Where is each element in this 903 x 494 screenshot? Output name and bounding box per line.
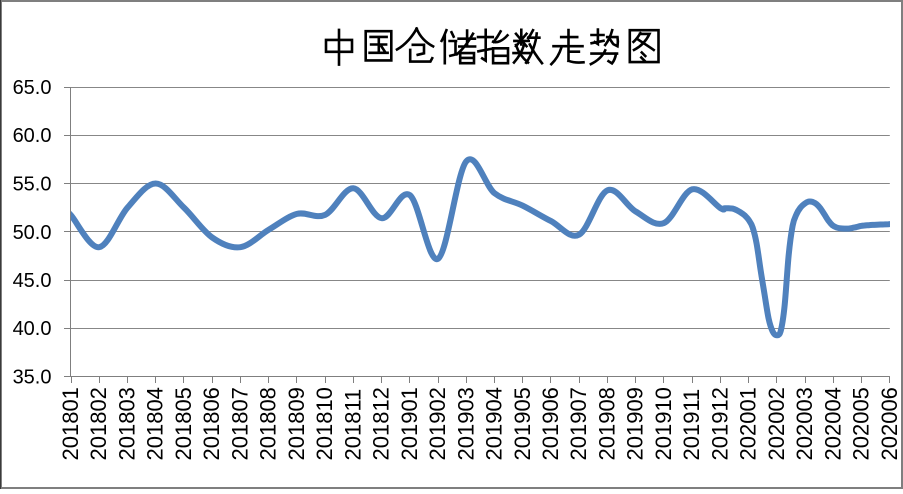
- svg-text:201804: 201804: [143, 387, 168, 460]
- svg-text:201908: 201908: [595, 387, 620, 460]
- svg-text:201906: 201906: [538, 387, 563, 460]
- svg-text:201807: 201807: [227, 387, 252, 460]
- svg-text:201905: 201905: [510, 387, 535, 460]
- svg-text:201911: 201911: [679, 389, 704, 461]
- svg-text:201806: 201806: [199, 387, 224, 460]
- svg-text:201803: 201803: [115, 387, 140, 460]
- svg-text:201809: 201809: [284, 387, 309, 460]
- svg-text:202004: 202004: [820, 387, 845, 460]
- svg-text:201904: 201904: [482, 387, 507, 460]
- svg-text:202006: 202006: [877, 387, 902, 460]
- svg-text:201810: 201810: [312, 387, 337, 460]
- svg-text:45.0: 45.0: [13, 270, 52, 292]
- svg-text:201903: 201903: [453, 387, 478, 460]
- svg-text:201811: 201811: [340, 389, 365, 461]
- svg-text:65.0: 65.0: [13, 77, 52, 99]
- svg-text:55.0: 55.0: [13, 174, 52, 196]
- svg-text:201812: 201812: [369, 387, 394, 460]
- svg-text:60.0: 60.0: [13, 125, 52, 147]
- svg-text:201808: 201808: [256, 387, 281, 460]
- svg-text:202005: 202005: [849, 387, 874, 460]
- svg-text:202003: 202003: [792, 387, 817, 460]
- svg-text:201907: 201907: [566, 387, 591, 460]
- svg-text:201901: 201901: [397, 387, 422, 460]
- svg-text:202002: 202002: [764, 387, 789, 460]
- svg-text:50.0: 50.0: [13, 222, 52, 244]
- svg-text:201909: 201909: [623, 387, 648, 460]
- svg-text:201912: 201912: [707, 387, 732, 460]
- svg-text:201802: 201802: [86, 387, 111, 460]
- svg-text:201902: 201902: [425, 387, 450, 460]
- svg-text:40.0: 40.0: [13, 318, 52, 340]
- svg-text:201805: 201805: [171, 387, 196, 460]
- svg-text:202001: 202001: [736, 387, 761, 460]
- svg-text:35.0: 35.0: [13, 367, 52, 389]
- svg-text:201801: 201801: [58, 387, 83, 460]
- svg-text:201910: 201910: [651, 387, 676, 460]
